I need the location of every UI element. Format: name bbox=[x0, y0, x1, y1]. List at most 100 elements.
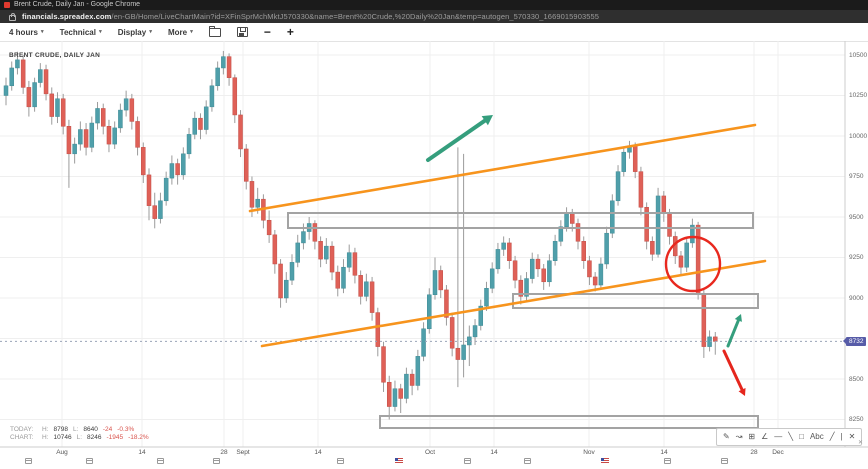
candle bbox=[232, 74, 238, 124]
candle bbox=[438, 265, 443, 298]
us-flag-event-icon[interactable] bbox=[601, 458, 609, 463]
calendar-event-icon[interactable] bbox=[213, 458, 220, 464]
candle bbox=[581, 236, 586, 269]
pen-icon[interactable]: ✎ bbox=[723, 432, 730, 441]
current-price-badge: 8732 bbox=[842, 336, 867, 346]
candle bbox=[587, 255, 592, 286]
candle bbox=[478, 299, 484, 331]
save-chart-button[interactable] bbox=[236, 27, 248, 37]
price-axis-label: 9750 bbox=[849, 173, 864, 180]
candle bbox=[449, 312, 455, 357]
arrow-head-up bbox=[481, 115, 493, 126]
timeframe-dropdown[interactable]: 4 hours ▾ bbox=[9, 27, 44, 37]
time-axis-label: Oct bbox=[424, 449, 436, 456]
diagonal-line-icon[interactable]: ╱ bbox=[829, 432, 835, 441]
us-flag-event-icon[interactable] bbox=[395, 458, 403, 463]
time-axis-label: 14 bbox=[314, 449, 322, 456]
arrow-annotation-down[interactable] bbox=[722, 349, 744, 392]
calendar-event-icon[interactable] bbox=[337, 458, 344, 464]
browser-url-bar[interactable]: financials.spreadex.com/en-GB/Home/LiveC… bbox=[0, 10, 868, 23]
calendar-event-icon[interactable] bbox=[86, 458, 93, 464]
candle bbox=[655, 187, 661, 258]
horizontal-line-icon[interactable]: — bbox=[774, 432, 783, 441]
time-axis-label: Sept bbox=[236, 449, 250, 456]
candle bbox=[60, 93, 66, 135]
calendar-event-icon[interactable] bbox=[664, 458, 671, 464]
candle bbox=[381, 341, 386, 392]
candle bbox=[369, 276, 375, 321]
grid-icon[interactable]: ⊞ bbox=[748, 432, 756, 441]
calendar-event-icon[interactable] bbox=[524, 458, 531, 464]
candle bbox=[20, 55, 26, 94]
curve-icon[interactable]: ↝ bbox=[735, 432, 743, 441]
trendline-annotation[interactable] bbox=[248, 123, 757, 213]
candle bbox=[129, 93, 135, 130]
candle bbox=[667, 208, 672, 245]
trendline-icon[interactable]: ╲ bbox=[788, 432, 794, 441]
candle bbox=[672, 231, 678, 264]
close-icon[interactable]: ✕ bbox=[848, 432, 856, 441]
candle bbox=[100, 103, 106, 135]
more-dropdown[interactable]: More ▾ bbox=[167, 27, 193, 37]
candle bbox=[592, 272, 598, 292]
rectangle-icon[interactable]: □ bbox=[799, 432, 804, 441]
candle bbox=[535, 254, 541, 277]
breakout-circle-annotation[interactable] bbox=[664, 235, 722, 293]
candle bbox=[341, 259, 346, 294]
calendar-event-icon[interactable] bbox=[464, 458, 471, 464]
candle bbox=[421, 322, 426, 362]
arrow-annotation-up[interactable] bbox=[426, 118, 487, 162]
candle bbox=[352, 247, 358, 284]
candle bbox=[215, 61, 220, 91]
arrow-annotation-up[interactable] bbox=[726, 318, 740, 348]
open-chart-button[interactable] bbox=[208, 25, 221, 37]
axis-corner-icon[interactable]: ✕ bbox=[858, 440, 864, 446]
calendar-event-icon[interactable] bbox=[721, 458, 728, 464]
zone-box-annotation[interactable] bbox=[287, 212, 754, 229]
zone-box-annotation[interactable] bbox=[379, 415, 759, 429]
price-axis-label: 10500 bbox=[849, 51, 868, 59]
time-axis-label: Aug bbox=[56, 449, 68, 456]
candle bbox=[312, 220, 318, 250]
chevron-down-icon: ▾ bbox=[190, 29, 193, 35]
calendar-event-icon[interactable] bbox=[25, 458, 32, 464]
arrow-head-up bbox=[734, 314, 742, 322]
display-dropdown[interactable]: Display ▾ bbox=[117, 27, 152, 37]
candle bbox=[9, 61, 14, 91]
price-axis-label: 9000 bbox=[849, 294, 864, 302]
candle bbox=[552, 234, 558, 266]
candle bbox=[66, 119, 72, 188]
zone-box-annotation[interactable] bbox=[512, 293, 759, 309]
candle bbox=[175, 158, 180, 185]
technical-dropdown[interactable]: Technical ▾ bbox=[59, 27, 102, 37]
candle bbox=[598, 257, 604, 290]
zoom-in-button[interactable]: + bbox=[286, 25, 294, 39]
candle bbox=[638, 166, 644, 216]
candle bbox=[489, 262, 495, 294]
price-axis-label: 8250 bbox=[849, 416, 864, 423]
candle bbox=[49, 87, 55, 125]
chart-toolbar: 4 hours ▾ Technical ▾ Display ▾ More ▾ − + bbox=[0, 23, 868, 42]
calendar-event-icon[interactable] bbox=[157, 458, 164, 464]
chevron-down-icon: ▾ bbox=[149, 29, 152, 35]
candle bbox=[72, 137, 77, 164]
drawing-toolbar: ✎ ↝ ⊞ ∠ — ╲ □ Abc ╱ | ✕ bbox=[716, 428, 863, 446]
candle bbox=[467, 325, 472, 367]
candle bbox=[518, 275, 524, 305]
candle bbox=[632, 142, 638, 179]
window-title-bar: Brent Crude, Daily Jan - Google Chrome bbox=[0, 0, 868, 10]
candle bbox=[558, 220, 564, 247]
candle bbox=[575, 218, 581, 250]
candle bbox=[444, 285, 449, 326]
fan-lines-icon[interactable]: ∠ bbox=[761, 432, 769, 441]
candle bbox=[89, 116, 95, 153]
candle bbox=[455, 147, 461, 388]
candle bbox=[135, 116, 140, 156]
zoom-out-button[interactable]: − bbox=[263, 25, 271, 39]
candle bbox=[78, 121, 83, 151]
trendline-annotation[interactable] bbox=[260, 259, 767, 348]
candle bbox=[152, 192, 157, 229]
text-icon[interactable]: Abc bbox=[809, 432, 824, 441]
time-axis-label: Dec bbox=[772, 449, 784, 456]
